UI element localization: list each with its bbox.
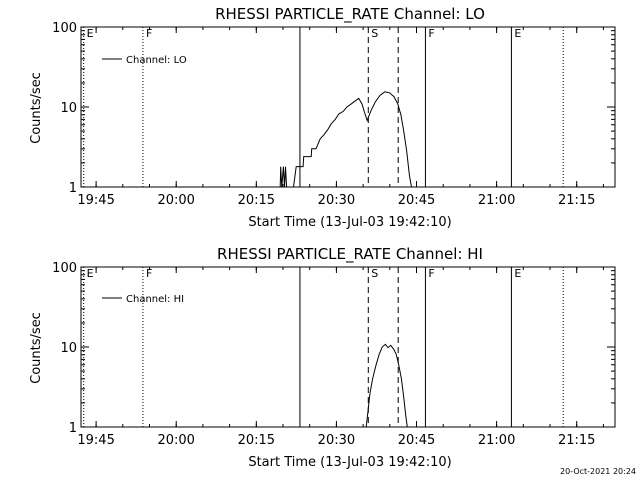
hi-plot-frame [80, 266, 616, 428]
hi-channel-panel: RHESSI PARTICLE_RATE Channel: HI Start T… [29, 245, 616, 470]
lo-x-tick-label: 21:00 [478, 193, 515, 208]
lo-x-tick-label: 21:15 [558, 193, 595, 208]
hi-event-marker-label: E [514, 267, 521, 280]
hi-series-line [365, 343, 408, 428]
lo-y-tick-label: 1 [69, 181, 77, 196]
hi-x-tick-label: 21:00 [478, 433, 515, 448]
lo-channel-panel: RHESSI PARTICLE_RATE Channel: LO Start T… [29, 5, 616, 230]
lo-y-tick-label: 100 [52, 21, 77, 36]
hi-chart-title: RHESSI PARTICLE_RATE Channel: HI [217, 245, 483, 264]
lo-x-tick-label: 20:15 [238, 193, 275, 208]
lo-plot-frame [80, 26, 616, 188]
hi-y-tick-label: 1 [69, 421, 77, 436]
hi-x-tick-label: 20:45 [398, 433, 435, 448]
hi-x-tick-label: 20:15 [238, 433, 275, 448]
lo-y-axis-label: Counts/sec [29, 72, 44, 144]
hi-event-marker-label: S [371, 267, 378, 280]
lo-event-marker-label: S [371, 27, 378, 40]
hi-x-tick-label: 20:00 [157, 433, 194, 448]
lo-x-tick-label: 20:45 [398, 193, 435, 208]
lo-series-line [279, 91, 412, 188]
footer-timestamp: 20-Oct-2021 20:24 [560, 467, 636, 476]
hi-x-tick-label: 21:15 [558, 433, 595, 448]
lo-x-axis-label: Start Time (13-Jul-03 19:42:10) [248, 215, 451, 230]
lo-event-marker-label: E [87, 27, 94, 40]
lo-y-tick-label: 10 [60, 101, 77, 116]
lo-x-tick-label: 20:30 [318, 193, 355, 208]
lo-legend-label: Channel: LO [126, 55, 187, 66]
hi-event-marker-label: F [428, 267, 434, 280]
lo-event-marker-label: E [514, 27, 521, 40]
hi-legend-label: Channel: HI [126, 294, 184, 305]
lo-chart-title: RHESSI PARTICLE_RATE Channel: LO [215, 5, 485, 24]
lo-event-marker-label: F [146, 27, 152, 40]
lo-x-tick-label: 19:45 [77, 193, 114, 208]
lo-event-marker-label: F [428, 27, 434, 40]
hi-event-marker-label: F [146, 267, 152, 280]
hi-event-marker-label: E [87, 267, 94, 280]
hi-y-tick-label: 10 [60, 341, 77, 356]
hi-y-tick-label: 100 [52, 261, 77, 276]
hi-y-axis-label: Counts/sec [29, 312, 44, 384]
hi-x-axis-label: Start Time (13-Jul-03 19:42:10) [248, 455, 451, 470]
hi-x-tick-label: 19:45 [77, 433, 114, 448]
lo-x-tick-label: 20:00 [157, 193, 194, 208]
hi-x-tick-label: 20:30 [318, 433, 355, 448]
